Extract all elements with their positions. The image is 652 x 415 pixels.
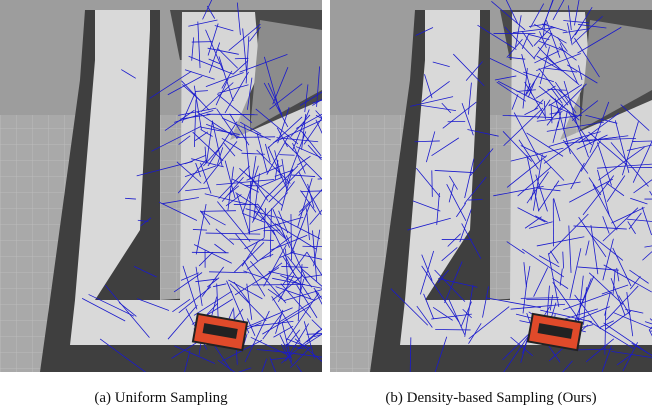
caption: (a) Uniform Sampling — [94, 390, 228, 406]
figure: (a) Uniform Sampling (b) Density-based S… — [0, 0, 652, 415]
panel-image — [0, 0, 363, 410]
sample-edge — [432, 170, 433, 197]
sample-edge — [207, 114, 258, 115]
panel-image — [330, 0, 652, 406]
page: (a) Uniform Sampling (b) Density-based S… — [0, 0, 652, 415]
sample-edge — [252, 284, 304, 285]
sample-edge — [302, 246, 331, 247]
caption: (b) Density-based Sampling (Ours) — [385, 390, 596, 406]
